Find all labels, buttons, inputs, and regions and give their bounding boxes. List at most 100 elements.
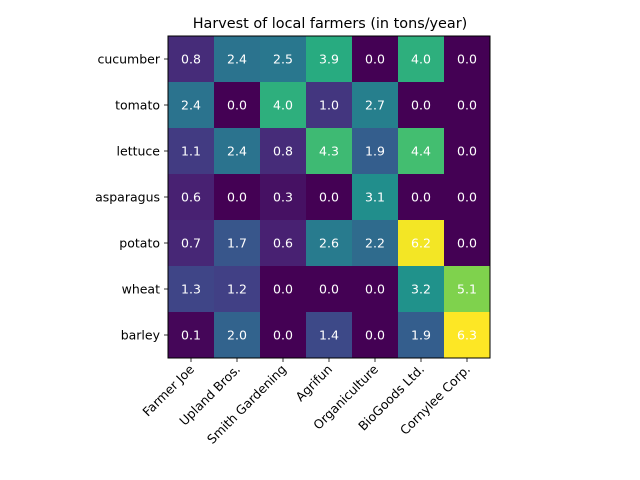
heatmap-cell [214, 266, 261, 313]
heatmap-cell [214, 36, 261, 83]
y-tick-label: cucumber [97, 52, 160, 67]
cell-value-label: 4.0 [273, 98, 293, 113]
cell-value-label: 0.8 [181, 52, 201, 67]
heatmap-cell [168, 266, 215, 313]
cell-value-label: 0.0 [319, 190, 339, 205]
heatmap-cell [444, 82, 491, 129]
heatmap-cell [306, 266, 353, 313]
heatmap-cell [398, 266, 445, 313]
y-tick-label: asparagus [95, 190, 160, 205]
heatmap-cell [352, 82, 399, 129]
y-tick-label: lettuce [117, 144, 161, 159]
heatmap-cell [306, 312, 353, 359]
cell-value-label: 4.3 [319, 144, 339, 159]
heatmap-cell [260, 82, 307, 129]
heatmap-cell [214, 174, 261, 221]
cell-value-label: 2.0 [227, 328, 247, 343]
cell-value-label: 0.0 [457, 52, 477, 67]
heatmap-cell [306, 128, 353, 175]
heatmap-cell [352, 266, 399, 313]
heatmap-cell [168, 220, 215, 267]
heatmap-cell [444, 128, 491, 175]
cell-value-label: 0.7 [181, 236, 201, 251]
cell-value-label: 3.2 [411, 282, 431, 297]
plot-frame [167, 35, 491, 359]
y-tick-label: barley [121, 328, 161, 343]
cell-value-label: 5.1 [457, 282, 477, 297]
heatmap-cell [306, 82, 353, 129]
heatmap-cell [168, 82, 215, 129]
heatmap-cell [168, 36, 215, 83]
cell-value-label: 0.0 [227, 98, 247, 113]
heatmap-cell [352, 312, 399, 359]
heatmap-cell [168, 128, 215, 175]
heatmap-cell [168, 312, 215, 359]
heatmap-cell [214, 128, 261, 175]
heatmap-cell [214, 312, 261, 359]
cell-value-label: 0.1 [181, 328, 201, 343]
cell-value-label: 1.0 [319, 98, 339, 113]
chart-title: Harvest of local farmers (in tons/year) [193, 16, 468, 32]
cell-value-label: 0.0 [457, 144, 477, 159]
cell-value-label: 0.6 [181, 190, 201, 205]
heatmap-cell [398, 312, 445, 359]
y-tick-label: tomato [115, 98, 160, 113]
heatmap-cell [352, 220, 399, 267]
cell-value-label: 0.0 [365, 328, 385, 343]
cell-value-label: 2.7 [365, 98, 385, 113]
cell-value-label: 0.0 [411, 190, 431, 205]
heatmap-cell [306, 220, 353, 267]
y-tick-label: potato [119, 236, 160, 251]
heatmap-cell [260, 36, 307, 83]
heatmap-cell [352, 36, 399, 83]
cell-value-label: 3.9 [319, 52, 339, 67]
heatmap-cell [444, 220, 491, 267]
cell-value-label: 0.0 [319, 282, 339, 297]
cell-value-label: 4.0 [411, 52, 431, 67]
cell-value-label: 1.4 [319, 328, 339, 343]
heatmap-cell [398, 220, 445, 267]
cell-value-label: 1.3 [181, 282, 201, 297]
cell-value-label: 0.0 [273, 328, 293, 343]
heatmap-cell [444, 266, 491, 313]
cell-value-label: 6.3 [457, 328, 477, 343]
heatmap-cell [260, 266, 307, 313]
heatmap-cell [398, 128, 445, 175]
heatmap-cell [260, 174, 307, 221]
heatmap-cell [260, 312, 307, 359]
heatmap-cell [306, 36, 353, 83]
cell-value-label: 4.4 [411, 144, 431, 159]
cell-value-label: 1.1 [181, 144, 201, 159]
cell-value-label: 1.2 [227, 282, 247, 297]
cell-value-label: 0.0 [457, 190, 477, 205]
cell-labels: 0.8 2.4 2.5 3.9 0.0 4.0 0.0 2.4 0.0 4.0 1.0 2.7 0.0 0… [181, 52, 477, 343]
heatmap-cells [168, 36, 491, 359]
heatmap-cell [306, 174, 353, 221]
heatmap-cell [168, 174, 215, 221]
heatmap-cell [214, 82, 261, 129]
cell-value-label: 1.9 [365, 144, 385, 159]
cell-value-label: 0.0 [227, 190, 247, 205]
heatmap-cell [398, 36, 445, 83]
cell-value-label: 2.6 [319, 236, 339, 251]
cell-value-label: 1.7 [227, 236, 247, 251]
cell-value-label: 2.4 [227, 144, 247, 159]
cell-value-label: 2.4 [227, 52, 247, 67]
cell-value-label: 0.0 [457, 98, 477, 113]
heatmap-cell [260, 220, 307, 267]
cell-value-label: 0.3 [273, 190, 293, 205]
heatmap-cell [398, 174, 445, 221]
cell-value-label: 2.2 [365, 236, 385, 251]
heatmap-cell [352, 174, 399, 221]
heatmap-cell [214, 220, 261, 267]
heatmap-cell [444, 312, 491, 359]
cell-value-label: 3.1 [365, 190, 385, 205]
heatmap-cell [444, 174, 491, 221]
cell-value-label: 6.2 [411, 236, 431, 251]
heatmap-cell [260, 128, 307, 175]
cell-value-label: 0.8 [273, 144, 293, 159]
cell-value-label: 2.4 [181, 98, 201, 113]
cell-value-label: 0.0 [365, 282, 385, 297]
cell-value-label: 0.0 [365, 52, 385, 67]
